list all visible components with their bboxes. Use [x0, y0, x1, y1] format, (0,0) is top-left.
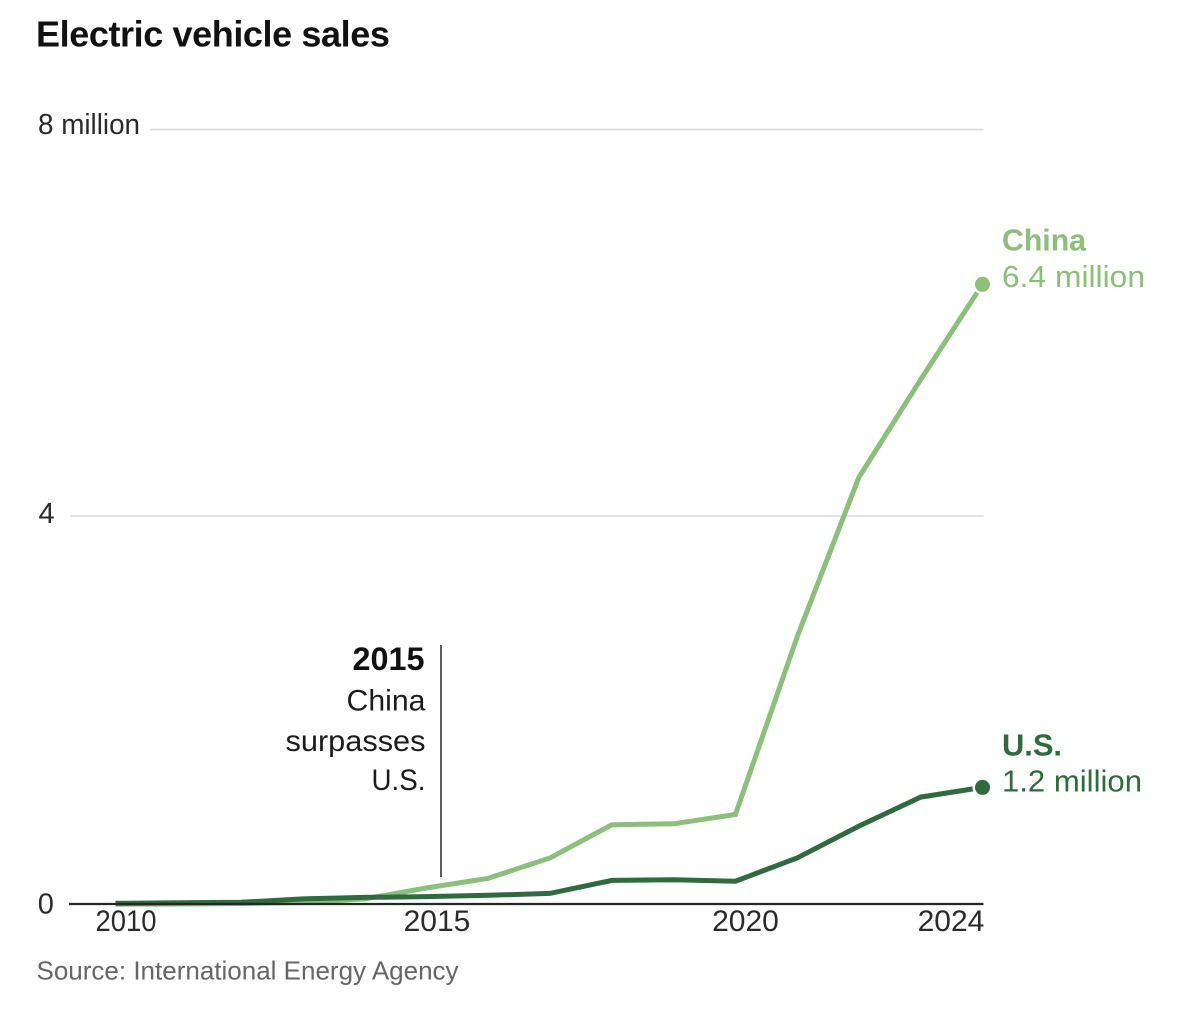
svg-text:0: 0: [38, 889, 54, 921]
svg-text:2024: 2024: [918, 905, 985, 938]
svg-text:8 million: 8 million: [38, 109, 140, 141]
svg-text:China: China: [1002, 223, 1087, 258]
svg-text:6.4 million: 6.4 million: [1002, 259, 1145, 294]
svg-text:2015: 2015: [353, 641, 425, 677]
svg-text:2010: 2010: [96, 905, 157, 938]
svg-text:4: 4: [39, 498, 55, 530]
svg-text:U.S.: U.S.: [372, 764, 426, 797]
svg-text:2020: 2020: [712, 905, 779, 938]
svg-text:China: China: [347, 685, 426, 718]
svg-text:1.2 million: 1.2 million: [1002, 764, 1142, 799]
svg-text:surpasses: surpasses: [286, 725, 426, 758]
svg-text:Source: International Energy A: Source: International Energy Agency: [37, 956, 459, 986]
svg-text:Electric vehicle sales: Electric vehicle sales: [36, 14, 389, 55]
svg-text:U.S.: U.S.: [1002, 728, 1062, 763]
svg-text:2015: 2015: [404, 905, 471, 938]
